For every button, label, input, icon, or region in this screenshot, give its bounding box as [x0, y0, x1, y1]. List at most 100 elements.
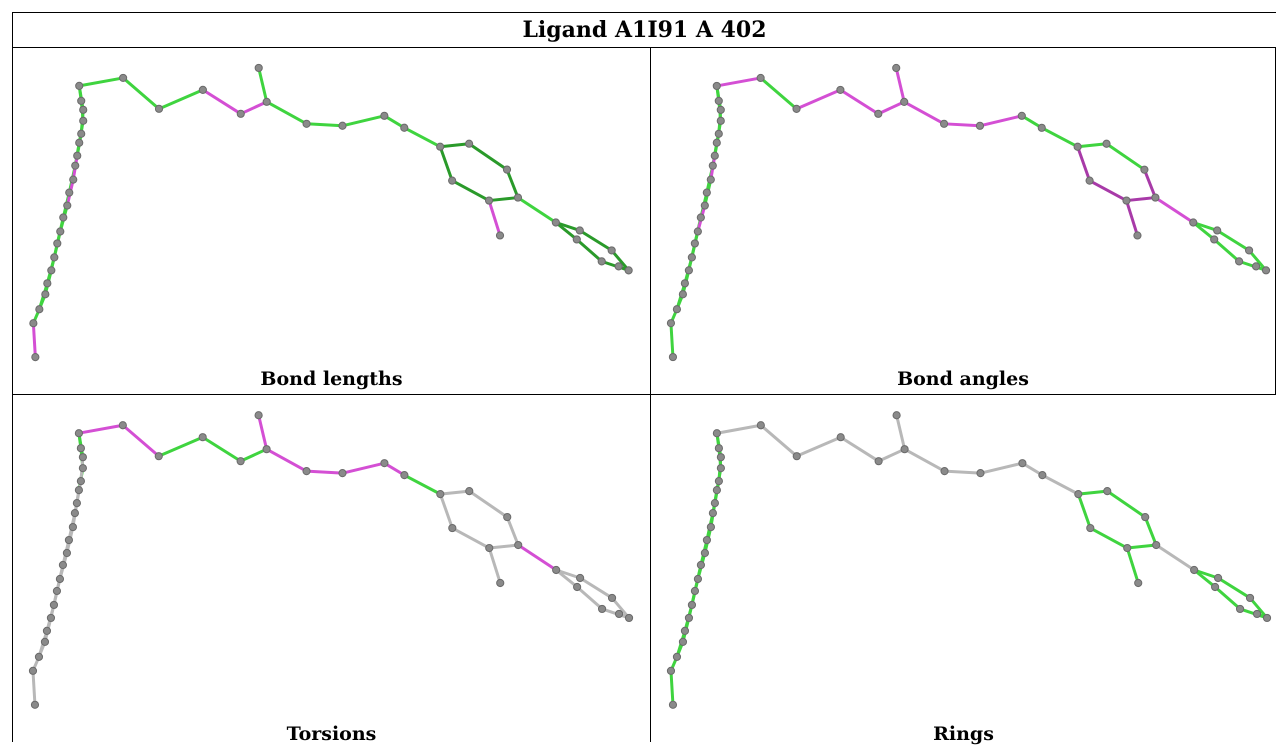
atom [77, 129, 86, 138]
atom [55, 574, 65, 584]
atom [76, 444, 85, 453]
atom [714, 96, 723, 105]
bond [902, 100, 946, 126]
atom [302, 119, 311, 128]
atom [714, 477, 723, 486]
bond [77, 76, 125, 88]
atom [338, 469, 347, 478]
atom [236, 457, 245, 466]
atom [1038, 471, 1047, 480]
atom [58, 560, 68, 570]
bond [759, 423, 799, 458]
atom [708, 161, 717, 170]
atom [607, 246, 616, 255]
atom [792, 104, 801, 113]
atom [79, 116, 88, 125]
atom [71, 161, 80, 170]
atom [75, 138, 84, 147]
atom [551, 218, 560, 227]
bond [487, 543, 520, 550]
bond [1216, 576, 1252, 600]
bond [305, 469, 344, 475]
atom [118, 421, 127, 430]
bond [1105, 489, 1147, 519]
atom [597, 257, 606, 266]
bond [575, 237, 604, 263]
atom [73, 151, 82, 160]
bond [1040, 473, 1080, 496]
bond [1125, 546, 1140, 585]
caption-torsions: Torsions [286, 723, 377, 745]
atom [30, 700, 40, 709]
atom [436, 490, 445, 499]
atom [254, 63, 263, 73]
atom [716, 453, 725, 462]
atom [700, 201, 709, 210]
atom [672, 652, 682, 661]
atom [68, 522, 77, 532]
atom [56, 227, 65, 236]
bond [487, 199, 502, 237]
bond [978, 114, 1024, 128]
atom [684, 613, 694, 623]
bond [895, 413, 907, 451]
bond [77, 423, 125, 435]
bond [575, 585, 604, 611]
bond [121, 423, 161, 458]
atom [448, 176, 457, 185]
bond [759, 76, 799, 111]
atom [1252, 609, 1262, 619]
bond [903, 447, 947, 473]
atom [693, 227, 702, 236]
atom [154, 104, 164, 113]
bond [516, 196, 558, 224]
bond [265, 447, 309, 473]
atom [34, 652, 44, 661]
atom [496, 578, 505, 588]
bond [265, 100, 309, 126]
atom [975, 121, 985, 130]
atom [465, 487, 474, 496]
atom [1152, 540, 1161, 550]
atom [236, 109, 245, 118]
bond [157, 88, 205, 111]
atom [400, 471, 409, 480]
caption-bond-angles: Bond angles [897, 368, 1029, 390]
bond [1124, 196, 1157, 203]
bond [257, 66, 269, 104]
atom [792, 452, 801, 461]
atom [53, 239, 62, 248]
bond [305, 122, 344, 128]
bond [1154, 543, 1196, 572]
atom [59, 213, 68, 222]
atom [684, 266, 693, 275]
atom [1261, 266, 1271, 275]
atom [716, 464, 725, 473]
atom [1140, 165, 1149, 174]
bond [1125, 543, 1158, 550]
atom [1244, 246, 1254, 255]
atom [836, 433, 845, 442]
atom [576, 573, 585, 583]
caption-bond-lengths: Bond lengths [260, 368, 403, 390]
atom [198, 85, 207, 94]
bond [438, 142, 471, 149]
atom [680, 279, 689, 288]
atom [28, 666, 38, 675]
atom [702, 535, 712, 545]
atom [714, 129, 723, 138]
atom [976, 469, 985, 478]
atom [74, 486, 83, 495]
bond [1124, 199, 1139, 237]
atom [1141, 512, 1150, 522]
bond [715, 423, 763, 435]
atom [29, 319, 38, 328]
atom [77, 96, 86, 105]
atom [254, 411, 263, 420]
atom [63, 201, 72, 210]
atom [1235, 257, 1244, 266]
atom [1074, 490, 1083, 499]
atom [49, 600, 59, 610]
atom [712, 81, 721, 91]
atom [693, 574, 703, 584]
